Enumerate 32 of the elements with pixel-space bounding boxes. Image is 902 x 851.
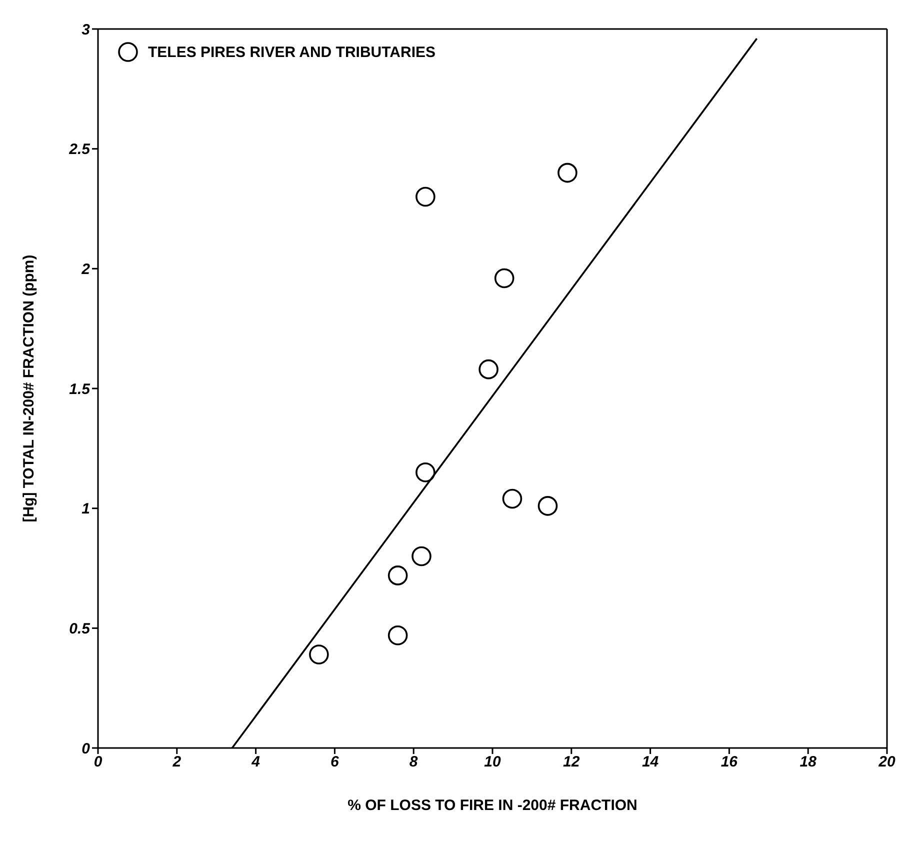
y-tick-label: 2.5 xyxy=(68,141,91,158)
point xyxy=(388,566,408,586)
x-tick-label: 14 xyxy=(642,754,660,771)
y-tick-label: 1.5 xyxy=(69,380,91,398)
y-axis-title: [Hg] TOTAL IN-200# FRACTION (ppm) xyxy=(20,254,38,522)
point xyxy=(388,625,408,646)
point xyxy=(538,496,558,516)
y-tick-label: 1 xyxy=(82,500,90,518)
point xyxy=(309,644,329,664)
y-tick-label: 2 xyxy=(80,260,91,278)
x-tick-label: 20 xyxy=(878,754,896,771)
point xyxy=(494,268,514,288)
x-tick-label: 8 xyxy=(409,754,418,771)
legend-label: TELES PIRES RIVER AND TRIBUTARIES xyxy=(148,44,436,60)
x-tick-label: 4 xyxy=(250,754,261,771)
y-tick-label: 0.5 xyxy=(69,620,91,638)
y-tick-label: 0 xyxy=(82,740,91,758)
x-tick-label: 10 xyxy=(484,754,502,771)
x-tick-label: 0 xyxy=(94,754,103,771)
point xyxy=(558,162,578,183)
point xyxy=(416,186,436,207)
y-tick-label: 3 xyxy=(82,21,91,38)
x-tick-label: 12 xyxy=(563,754,580,771)
x-tick-label: 2 xyxy=(172,754,182,771)
x-tick-label: 18 xyxy=(800,754,818,771)
point xyxy=(416,462,436,482)
point xyxy=(502,488,522,509)
point xyxy=(478,359,498,380)
x-axis-title: % OF LOSS TO FIRE IN -200# FRACTION xyxy=(348,797,638,814)
x-tick-label: 6 xyxy=(330,754,340,771)
point xyxy=(412,546,432,566)
x-tick-label: 16 xyxy=(720,754,738,771)
